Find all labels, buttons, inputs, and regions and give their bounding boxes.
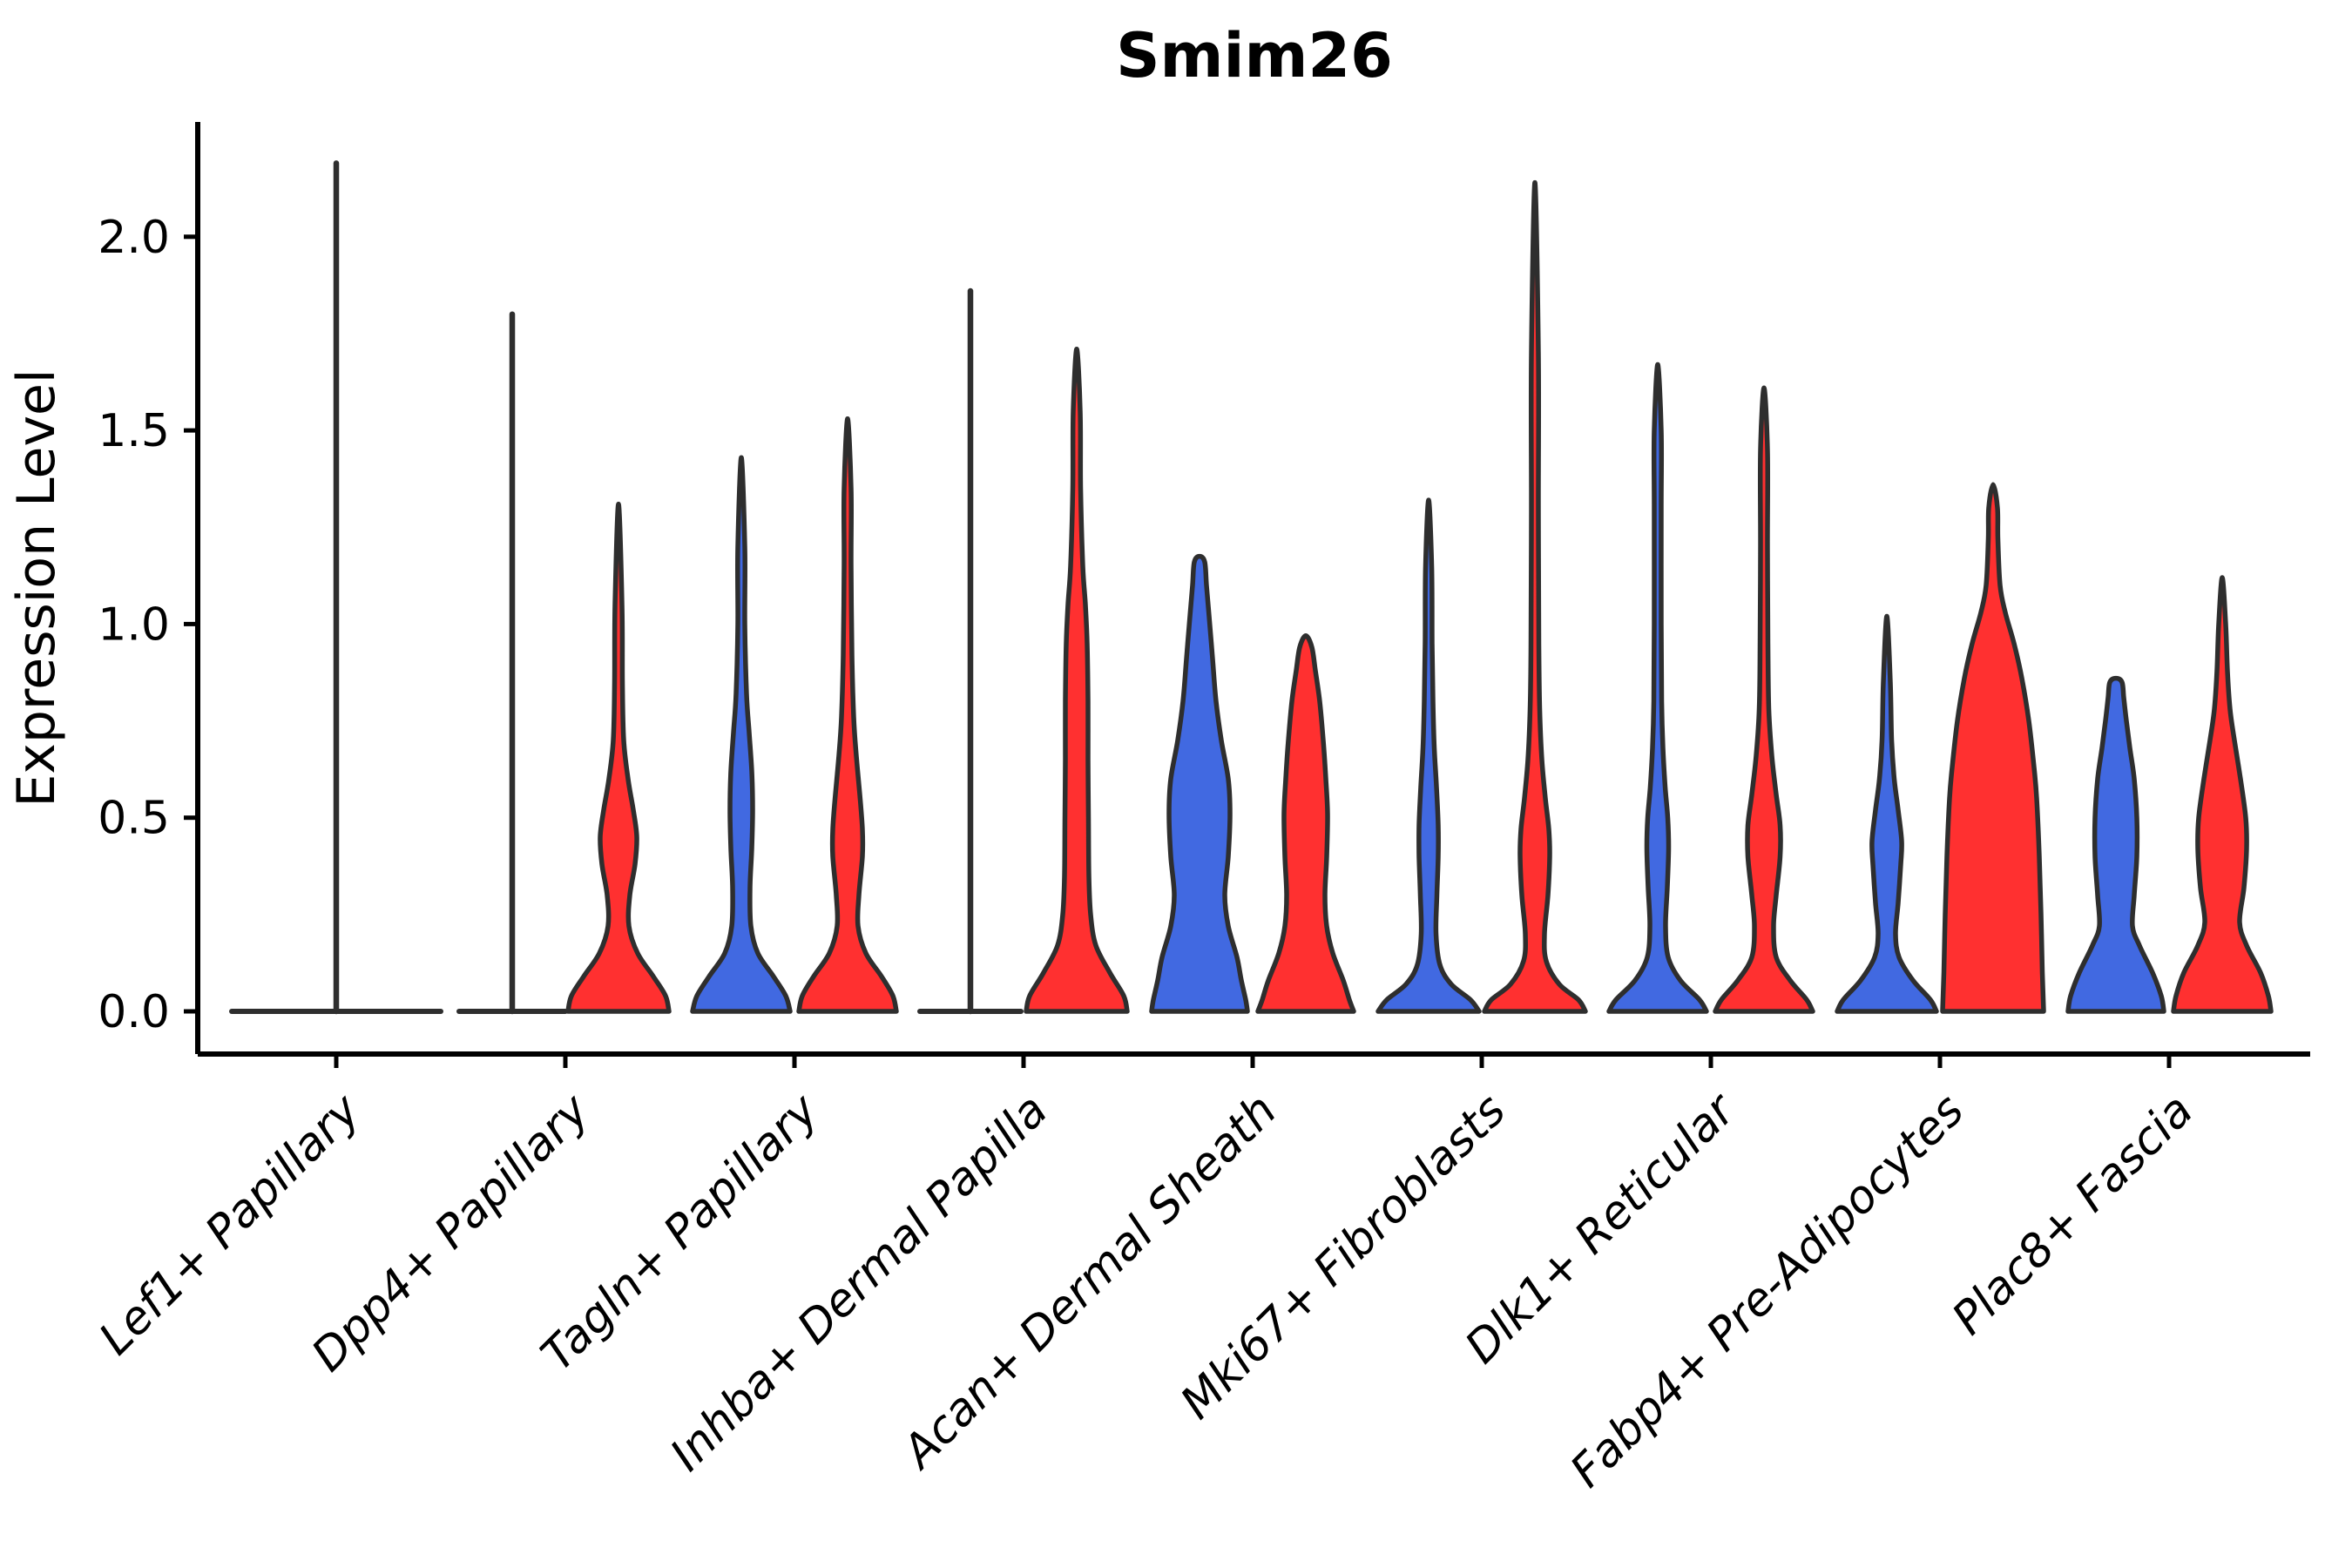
y-tick-label: 0.0 — [98, 986, 170, 1038]
violin-tagln-red — [796, 416, 899, 1014]
violin-dpp4-blue — [456, 311, 568, 1015]
violin-lef1-single — [229, 160, 443, 1015]
violin-dlk1-blue — [1606, 362, 1709, 1014]
violin-dpp4-red — [565, 501, 672, 1014]
violin-dlk1-red — [1713, 385, 1815, 1014]
violin-fabp4-blue — [1835, 613, 1939, 1014]
violin-tagln-blue — [690, 455, 793, 1014]
x-tick-label: Plac8+ Fascia — [1943, 1085, 2203, 1345]
y-axis-label: Expression Level — [6, 368, 67, 807]
x-tick-label: Acan+ Dermal Sheath — [891, 1085, 1287, 1480]
y-tick-label: 0.5 — [98, 793, 170, 845]
violin-plac8-blue — [2065, 675, 2166, 1014]
y-tick-label: 1.5 — [98, 405, 170, 457]
chart-title: Smim26 — [1116, 20, 1393, 91]
violin-acan-blue — [1149, 553, 1250, 1014]
violin-mki67-red — [1482, 179, 1588, 1014]
x-tick-label: Inhba+ Dermal Papilla — [660, 1085, 1058, 1482]
violin-plac8-red — [2171, 575, 2274, 1014]
y-tick-label: 2.0 — [98, 212, 170, 264]
violin-fabp4-red — [1940, 482, 2046, 1014]
y-tick-label: 1.0 — [98, 598, 170, 651]
x-tick-label: Fabp4+ Pre-Adipocytes — [1561, 1085, 1975, 1498]
violin-acan-red — [1255, 632, 1356, 1014]
violin-inhba-blue — [917, 287, 1024, 1015]
violins-layer — [229, 160, 2274, 1015]
violin-inhba-red — [1024, 346, 1130, 1014]
violin-mki67-blue — [1375, 497, 1482, 1014]
